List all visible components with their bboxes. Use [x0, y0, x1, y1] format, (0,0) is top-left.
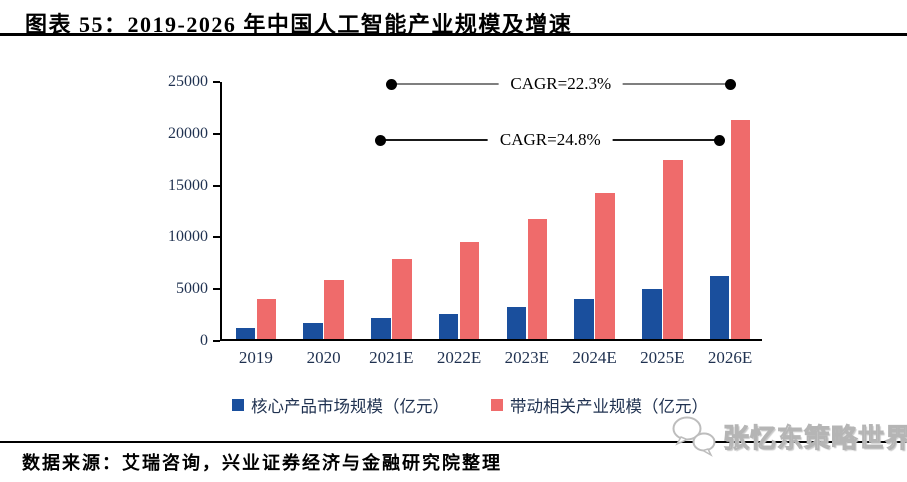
x-category-label: 2024E — [572, 348, 617, 367]
bar-related-2024E — [595, 192, 615, 339]
x-category-label: 2023E — [504, 348, 550, 367]
bar-related-2023E — [527, 218, 548, 339]
legend-item-core: 核心产品市场规模（亿元） — [232, 393, 449, 417]
bar-related-2025E — [663, 159, 683, 339]
watermark: 张忆东策略世界 — [670, 415, 907, 457]
x-category-label: 2022E — [436, 348, 482, 367]
bar-related-2021E — [392, 259, 412, 339]
bar-related-2026E — [730, 120, 751, 339]
bar-related-2020 — [324, 279, 344, 339]
bar-core-2023E — [506, 306, 527, 339]
y-tick-label: 0 — [200, 332, 208, 349]
y-tick-mark — [213, 288, 220, 291]
bar-core-2019 — [235, 327, 256, 339]
y-tick-label: 25000 — [168, 73, 208, 90]
y-tick-mark — [213, 132, 220, 135]
y-tick-label: 5000 — [176, 280, 208, 298]
cagr-line-endpoint-dot — [724, 78, 736, 90]
y-tick-mark — [213, 340, 220, 342]
y-tick-label: 20000 — [168, 124, 208, 142]
y-tick-label: 15000 — [168, 176, 208, 194]
legend-swatch-related — [491, 399, 503, 411]
bar-core-2021E — [371, 318, 391, 339]
legend-label-core: 核心产品市场规模（亿元） — [251, 397, 449, 416]
chart-legend: 核心产品市场规模（亿元） 带动相关产业规模（亿元） — [160, 393, 780, 417]
wechat-chat-bubbles-icon — [672, 416, 716, 457]
bar-core-2025E — [642, 288, 662, 339]
footer-divider — [0, 441, 907, 443]
y-tick-label: 10000 — [168, 228, 208, 246]
legend-label-related: 带动相关产业规模（亿元） — [510, 397, 708, 416]
bar-core-2020 — [303, 323, 323, 339]
y-tick-mark — [213, 236, 220, 239]
x-category-label: 2019 — [238, 348, 273, 367]
title-divider — [0, 33, 907, 36]
y-tick-mark — [213, 81, 220, 83]
figure-title: 图表 55：2019-2026 年中国人工智能产业规模及增速 — [25, 12, 573, 37]
bar-core-2024E — [574, 299, 594, 339]
bar-core-2022E — [438, 314, 459, 339]
bar-core-2026E — [709, 276, 730, 339]
source-note: 数据来源：艾瑞咨询，兴业证券经济与金融研究院整理 — [22, 453, 502, 473]
cagr-label: CAGR=22.3% — [498, 73, 624, 96]
bar-related-2022E — [459, 241, 480, 339]
plot-area: 0 5000 10000 15000 20000 25000 2019 2020 2021E 20… — [168, 73, 762, 367]
x-category-label: 2026E — [707, 348, 753, 367]
x-category-label: 2020 — [306, 348, 341, 367]
cagr-line-endpoint-dot — [375, 134, 387, 146]
x-category-label: 2025E — [640, 348, 685, 367]
watermark-text: 张忆东策略世界 — [722, 423, 907, 453]
cagr-line-endpoint-dot — [385, 78, 397, 90]
cagr-line-endpoint-dot — [714, 134, 726, 146]
cagr-label: CAGR=24.8% — [487, 129, 613, 152]
x-category-label: 2021E — [369, 348, 414, 367]
legend-item-related: 带动相关产业规模（亿元） — [491, 393, 708, 417]
bar-related-2019 — [256, 299, 277, 339]
legend-swatch-core — [232, 399, 244, 411]
y-tick-mark — [213, 184, 220, 187]
